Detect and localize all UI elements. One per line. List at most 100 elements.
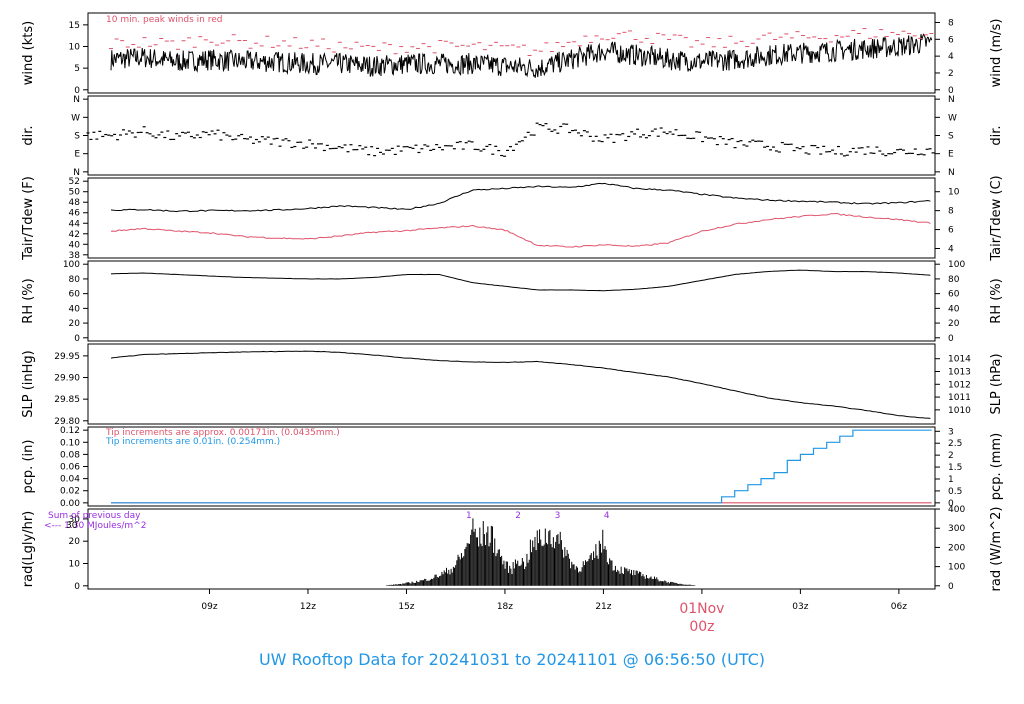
y-axis-label: RH (%): [21, 278, 36, 323]
x-tick-label: 06z: [891, 602, 907, 612]
y-tick-label: 0: [74, 334, 80, 344]
right-tick-label: 200: [948, 543, 965, 553]
y-tick-label: 0.10: [60, 438, 80, 448]
right-tick-label: W: [948, 113, 957, 123]
y-axis-label: Tair/Tdew (F): [21, 176, 36, 261]
y-tick-label: 40: [69, 240, 81, 250]
y-tick-label: 10: [69, 43, 81, 53]
y-tick-label: 0.02: [60, 487, 80, 497]
rad-hour-mark: 1: [466, 511, 472, 521]
y-axis-label: wind (kts): [21, 21, 36, 85]
y-tick-label: 29.90: [54, 374, 80, 384]
right-tick-label: 1.5: [948, 463, 962, 473]
x-tick-label: 03z: [792, 602, 808, 612]
panel-rh: 0 20 40 60 80 100 0 20 40 60 80 100 RH (%) RH (%): [21, 260, 1004, 344]
y-tick-label: 52: [69, 177, 80, 187]
panel-frame-rh: [87, 260, 936, 342]
right-tick-label: 2: [948, 69, 954, 79]
y-tick-label: 0.06: [60, 463, 80, 473]
right-tick-label: 0: [948, 86, 954, 96]
y-tick-label: S: [74, 132, 80, 142]
right-tick-label: 300: [948, 524, 965, 534]
y-tick-label: W: [71, 113, 80, 123]
right-tick-label: 6: [948, 35, 954, 45]
right-tick-label: 1010: [948, 406, 971, 416]
y-tick-label: 0.12: [60, 426, 80, 436]
y-axis-label-right: RH (%): [989, 278, 1004, 323]
series-line-temp-0: [110, 182, 931, 213]
panel-frame-rad: [87, 508, 936, 590]
rad-hour-mark: 2: [515, 511, 521, 521]
panel-frame-slp: [87, 343, 936, 425]
y-tick-label: 42: [69, 230, 80, 240]
right-tick-label: 2.5: [948, 439, 962, 449]
x-tick-label: 18z: [497, 602, 513, 612]
x-tick-label: 15z: [398, 602, 414, 612]
y-tick-label: 60: [69, 290, 81, 300]
right-tick-label: 100: [948, 563, 965, 573]
right-tick-label: 8: [948, 18, 954, 28]
rad-annotation-30: 30: [66, 521, 78, 531]
x-date-label: 01Nov: [679, 601, 724, 617]
y-tick-label: 10: [69, 559, 81, 569]
right-tick-label: 4: [948, 244, 954, 254]
right-tick-label: 100: [948, 260, 965, 270]
panel-frame-wind: [87, 12, 936, 94]
x-date-sublabel: 00z: [689, 619, 714, 635]
panel-frame-temp: [87, 177, 936, 259]
y-tick-label: 80: [69, 275, 81, 285]
y-axis-label-right: pcp. (mm): [989, 433, 1004, 500]
series-line-temp-1: [110, 212, 931, 248]
y-axis-label-right: rad (W/m^2): [989, 507, 1004, 592]
y-axis-label: dir.: [21, 125, 36, 145]
right-tick-label: 10: [948, 188, 960, 198]
series-line-wind-0: [110, 33, 933, 78]
y-tick-label: 40: [69, 304, 81, 314]
right-tick-label: 0: [948, 334, 954, 344]
pcp-annotation-tip: Tip increments are 0.01in. (0.254mm.): [105, 437, 280, 447]
y-tick-label: 30: [69, 515, 81, 525]
y-tick-label: 20: [69, 537, 81, 547]
y-tick-label: 0.08: [60, 450, 80, 460]
panel-slp: 29.80 29.85 29.90 29.95 1010 1011 1012 1013 1014…: [21, 343, 1004, 427]
right-tick-label: 40: [948, 304, 960, 314]
right-tick-label: 1: [948, 475, 954, 485]
y-tick-label: 29.80: [54, 417, 80, 427]
right-tick-label: 8: [948, 207, 954, 217]
x-tick-label: 09z: [201, 602, 217, 612]
y-tick-label: 0: [74, 86, 80, 96]
y-tick-label: 0: [74, 582, 80, 592]
y-tick-label: 5: [74, 64, 80, 74]
y-tick-label: 20: [69, 319, 81, 329]
right-tick-label: 20: [948, 319, 960, 329]
right-tick-label: 2: [948, 451, 954, 461]
rad-annotation-sum: Sum of previous day: [48, 511, 141, 521]
x-tick-label: 21z: [595, 602, 611, 612]
y-tick-label: 15: [69, 21, 80, 31]
y-tick-label: 46: [69, 209, 81, 219]
y-tick-label: 100: [63, 260, 80, 270]
y-axis-label-right: SLP (hPa): [989, 353, 1004, 414]
panel-wind: 0 5 10 15 0 2 4 6 8 wind (kts) wind (m/s) 10 min. p…: [21, 12, 1004, 96]
right-tick-label: 1012: [948, 380, 971, 390]
right-tick-label: 400: [948, 505, 965, 515]
series-line-rh-0: [110, 269, 931, 292]
right-tick-label: E: [948, 150, 954, 160]
right-tick-label: 6: [948, 226, 954, 236]
y-tick-label: 38: [69, 251, 81, 261]
right-tick-label: 0: [948, 499, 954, 509]
y-axis-label-right: wind (m/s): [989, 19, 1004, 88]
y-tick-label: 29.95: [54, 352, 80, 362]
y-axis-label: pcp. (in): [21, 440, 36, 494]
right-tick-label: N: [948, 168, 955, 178]
wind-annotation: 10 min. peak winds in red: [106, 15, 223, 25]
series-line-pcp-1: [111, 429, 932, 504]
y-axis-label-right: Tair/Tdew (C): [989, 175, 1004, 261]
y-tick-label: 44: [69, 219, 81, 229]
y-tick-label: 0.04: [60, 475, 80, 485]
